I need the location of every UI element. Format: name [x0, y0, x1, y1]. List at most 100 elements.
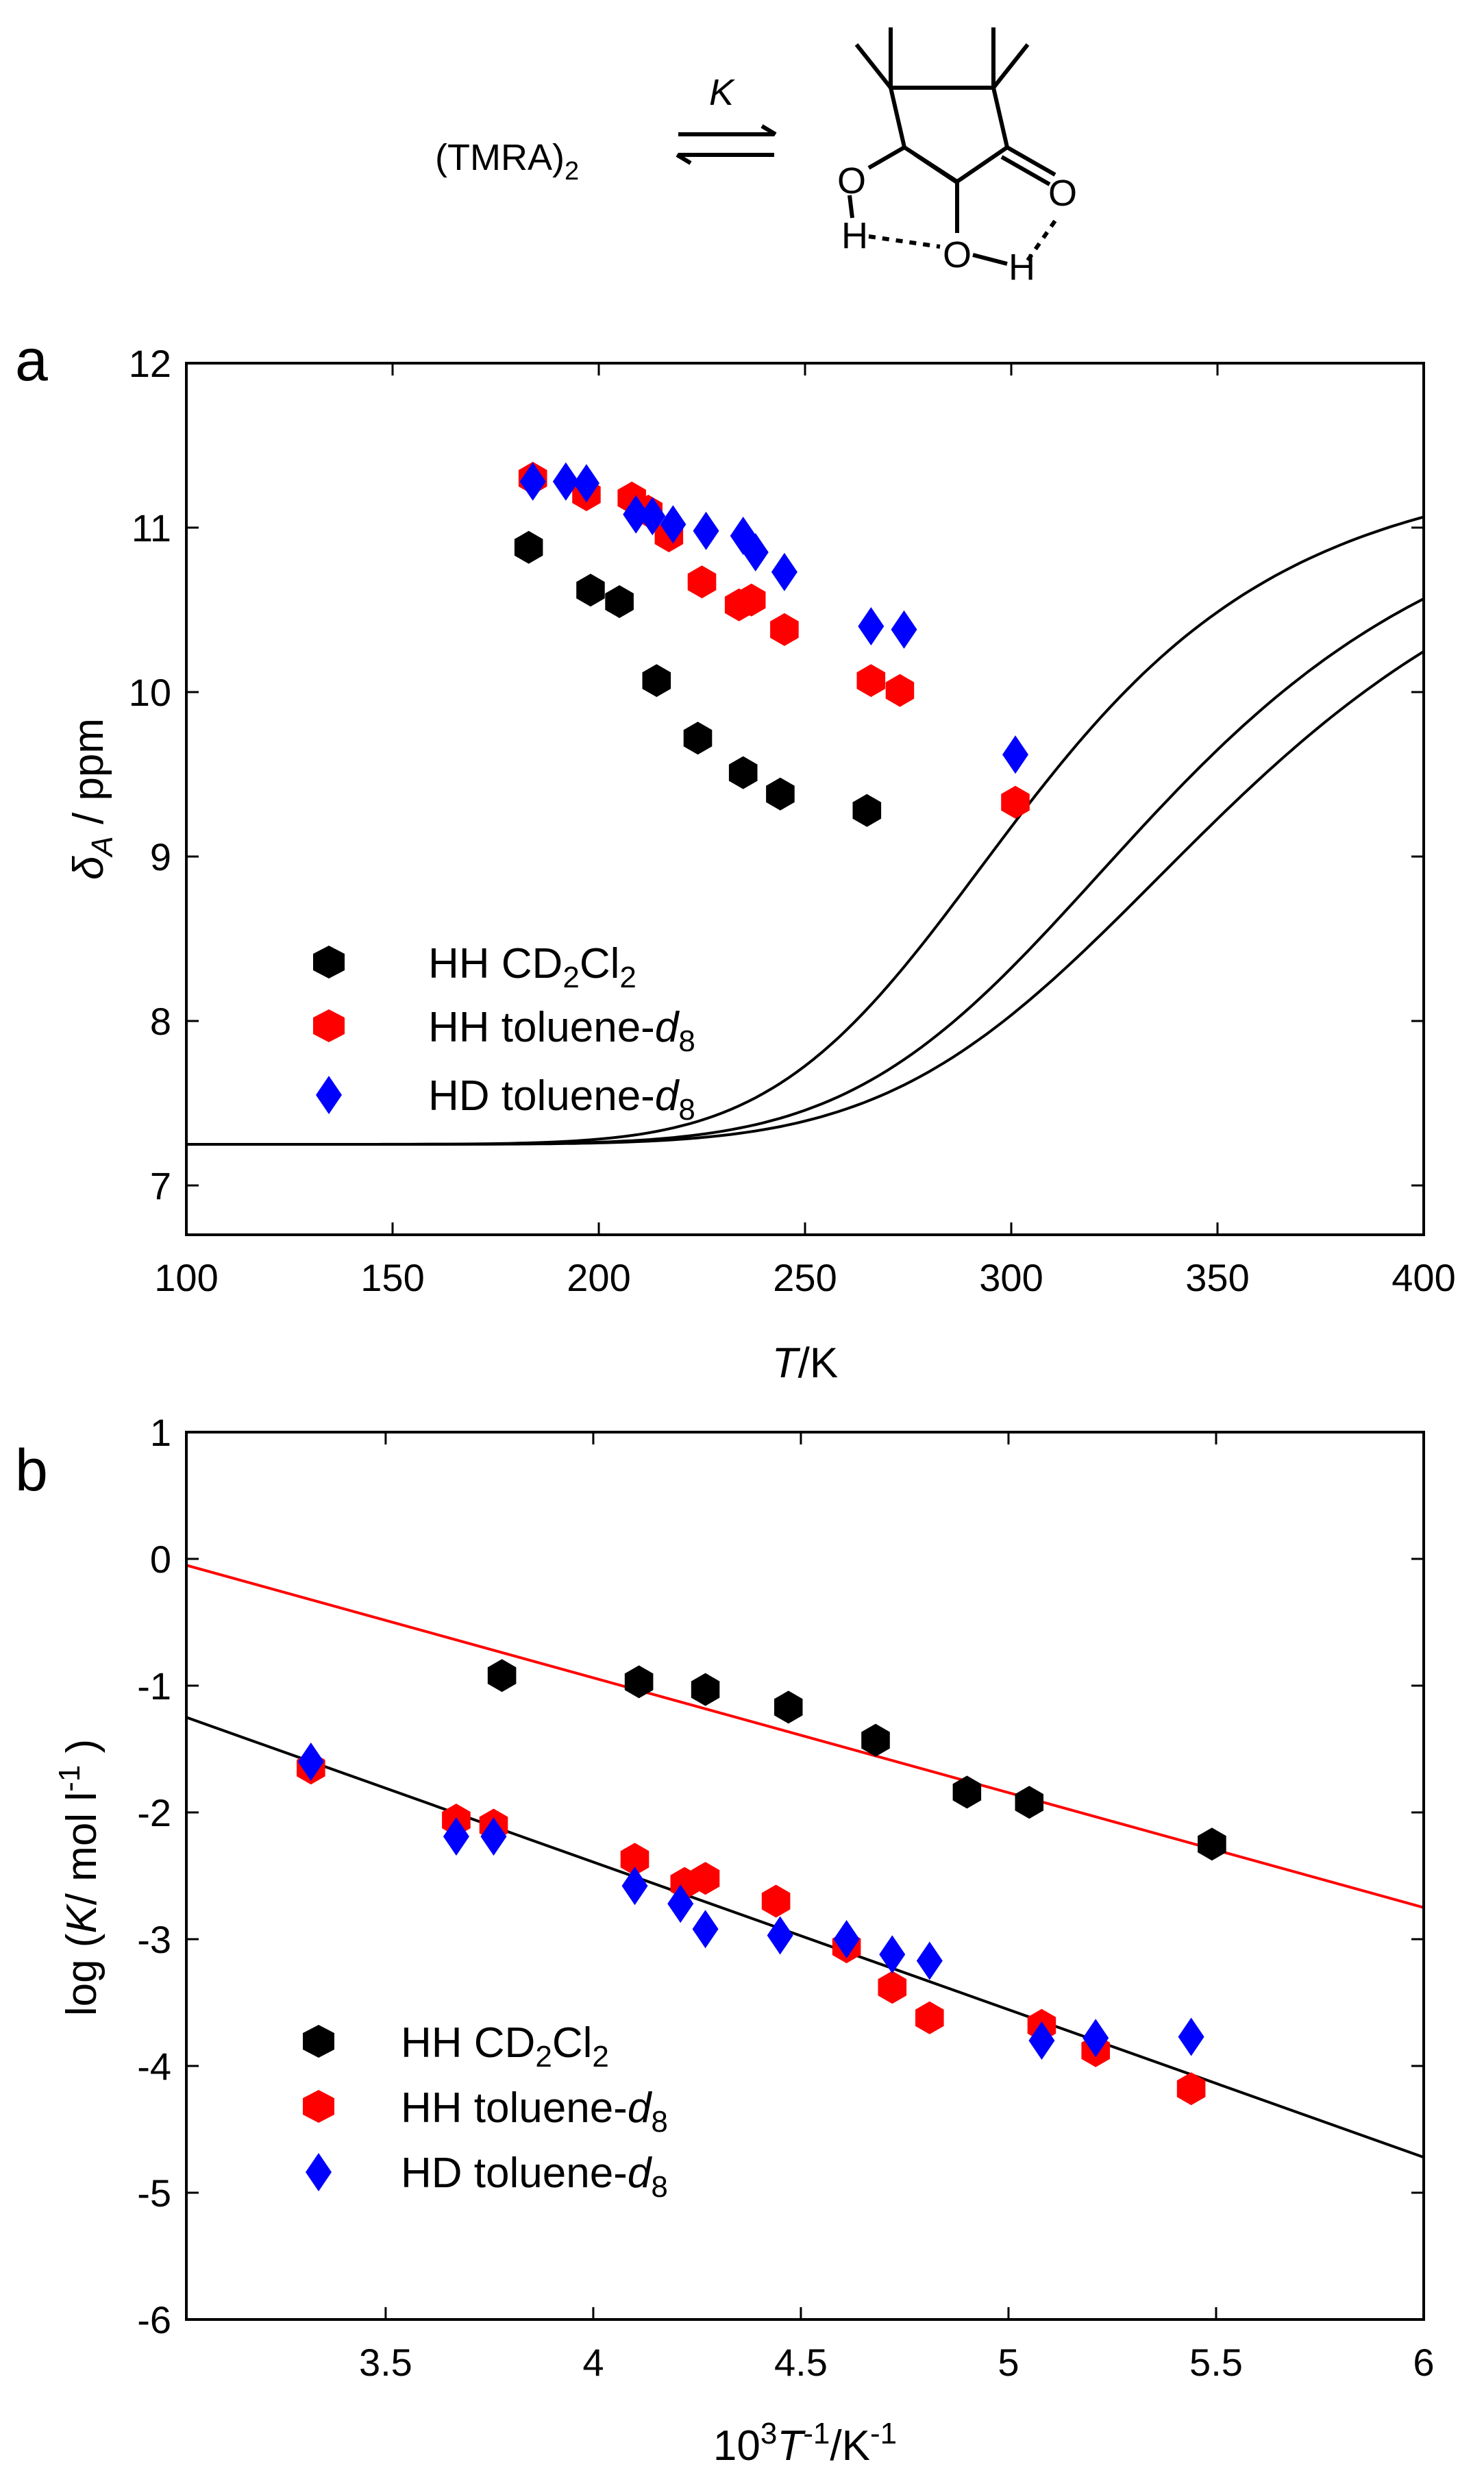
data-point-hd-toluene: [833, 1920, 860, 1958]
data-point-hd-toluene: [767, 1916, 793, 1955]
data-point-hh-cd2cl2: [728, 756, 758, 789]
data-point-hh-cd2cl2: [1198, 1827, 1226, 1861]
legend-entry-hh-cd2cl2: HH CD2Cl2: [313, 940, 636, 994]
legend-entry-hh-toluene: HH toluene-d8: [313, 1004, 695, 1058]
tmra-monomer-structure: [848, 27, 1061, 266]
x-tick-label: 250: [773, 1256, 837, 1299]
axis-ticks-a: 100 150 200 250 300 350 400 7 8 9 10 11 12: [129, 342, 1456, 1299]
data-point-hd-toluene: [693, 511, 719, 550]
data-point-hd-toluene: [1028, 2021, 1055, 2060]
data-point-hh-cd2cl2: [624, 1665, 654, 1699]
fit-line: [186, 515, 1424, 1146]
y-tick-label: 11: [132, 506, 171, 550]
data-point-hh-cd2cl2: [774, 1690, 803, 1724]
data-point-hd-toluene: [552, 462, 579, 501]
legend-label-hd-toluene: HD toluene-d8: [401, 2150, 668, 2204]
y-tick-label: -4: [137, 2045, 171, 2088]
fit-line: [186, 650, 1425, 1146]
legend-marker-hh-cd2cl2: [313, 946, 345, 979]
y-tick-label: -3: [137, 1918, 171, 1961]
data-point-hh-toluene: [915, 2001, 944, 2034]
legend-entry-hd-toluene: HD toluene-d8: [306, 2150, 668, 2204]
fit-line: [186, 1716, 1424, 2159]
legend-label-hh-toluene: HH toluene-d8: [401, 2084, 668, 2139]
legend-entry-hd-toluene: HD toluene-d8: [316, 1072, 695, 1127]
data-point-hd-toluene: [771, 552, 797, 591]
data-point-hd-toluene: [621, 1867, 648, 1906]
legend-a: HH CD2Cl2 HH toluene-d8 HD toluene-d8: [313, 940, 695, 1127]
data-point-hh-toluene: [770, 613, 799, 646]
legend-entry-hh-toluene: HH toluene-d8: [303, 2084, 668, 2139]
data-point-hh-cd2cl2: [1015, 1786, 1043, 1819]
data-point-hd-toluene: [480, 1817, 507, 1856]
data-point-hh-cd2cl2: [514, 530, 543, 564]
data-point-hh-cd2cl2: [861, 1723, 890, 1757]
legend-marker-hh-cd2cl2: [303, 2025, 334, 2058]
data-point-hd-toluene: [667, 1884, 694, 1923]
x-tick-label: 100: [154, 1256, 218, 1299]
x-tick-label: 5: [998, 2341, 1019, 2384]
axis-ticks-b: 3.5 4 4.5 5 5.5 6 -6 -5 -4 -3 -2 -1 0 1: [137, 1411, 1434, 2384]
data-point-hh-cd2cl2: [766, 777, 795, 811]
x-tick-label: 4: [582, 2341, 604, 2384]
y-tick-label: 9: [150, 835, 171, 878]
data-point-hd-toluene: [891, 610, 917, 649]
data-point-hd-toluene: [1083, 2019, 1109, 2058]
data-point-hd-toluene: [639, 497, 666, 536]
fit-curves-a: [186, 515, 1425, 1146]
data-point-hh-toluene: [1001, 785, 1030, 819]
atom-o-3: O: [943, 234, 972, 275]
y-tick-label: 0: [150, 1538, 171, 1581]
x-tick-label: 350: [1185, 1256, 1249, 1299]
data-point-hh-cd2cl2: [576, 574, 605, 607]
data-point-hd-toluene: [879, 1935, 906, 1974]
structure-atom-labels: O O O H H: [837, 160, 1077, 288]
x-axis-label-a: T/K: [772, 1340, 838, 1387]
y-tick-label: -5: [137, 2171, 171, 2215]
data-point-hd-toluene: [297, 1743, 324, 1781]
fit-line: [186, 1564, 1424, 1909]
y-tick-label: -6: [137, 2298, 171, 2341]
legend-marker-hh-toluene: [303, 2090, 334, 2123]
data-point-hh-toluene: [620, 1843, 650, 1876]
data-point-hd-toluene: [1002, 735, 1029, 774]
data-point-hd-toluene: [742, 533, 769, 571]
panel-label-a: a: [15, 328, 48, 393]
data-point-hh-cd2cl2: [952, 1775, 982, 1809]
x-tick-label: 5.5: [1189, 2341, 1243, 2384]
data-point-hh-toluene: [737, 583, 766, 617]
data-point-hh-toluene: [878, 1971, 907, 2004]
x-tick-label: 200: [567, 1256, 630, 1299]
data-point-hh-toluene: [691, 1862, 720, 1895]
data-point-hh-toluene: [885, 674, 915, 707]
x-axis-label-b: 103T-1/K-1: [713, 2417, 897, 2470]
y-tick-label: -1: [137, 1664, 171, 1708]
data-point-hh-toluene: [761, 1884, 791, 1918]
atom-o-1: O: [837, 160, 866, 201]
x-tick-label: 300: [979, 1256, 1043, 1299]
x-tick-label: 4.5: [774, 2341, 828, 2384]
atom-o-2: O: [1048, 173, 1077, 214]
equilibrium-arrows: [676, 124, 777, 165]
legend-label-hh-cd2cl2: HH CD2Cl2: [428, 940, 636, 994]
legend-label-hh-toluene: HH toluene-d8: [428, 1004, 695, 1058]
data-point-hd-toluene: [443, 1817, 469, 1856]
chart-panel-a: a 100 150 200 250 300 350 400 7 8 9 10 11 12 T/K δA …: [15, 328, 1456, 1387]
data-point-hh-cd2cl2: [605, 585, 634, 618]
scheme-reactant: (TMRA)2: [435, 137, 579, 186]
fit-lines-b: [186, 1564, 1424, 2159]
data-point-hd-toluene: [519, 462, 546, 501]
y-axis-label-b: log (K/ mol l-1 ): [53, 1739, 106, 2016]
legend-label-hh-cd2cl2: HH CD2Cl2: [401, 2019, 609, 2073]
data-point-hh-toluene: [1176, 2072, 1206, 2106]
data-point-hh-cd2cl2: [642, 664, 671, 698]
legend-marker-hd-toluene: [316, 1076, 342, 1114]
data-points-b: [297, 1659, 1226, 2106]
data-point-hd-toluene: [660, 505, 687, 544]
y-tick-label: 1: [150, 1411, 171, 1454]
legend-marker-hd-toluene: [306, 2153, 332, 2191]
y-tick-label: -2: [137, 1791, 171, 1834]
y-axis-label-a: δA / ppm: [65, 718, 119, 880]
panel-label-b: b: [15, 1438, 48, 1503]
